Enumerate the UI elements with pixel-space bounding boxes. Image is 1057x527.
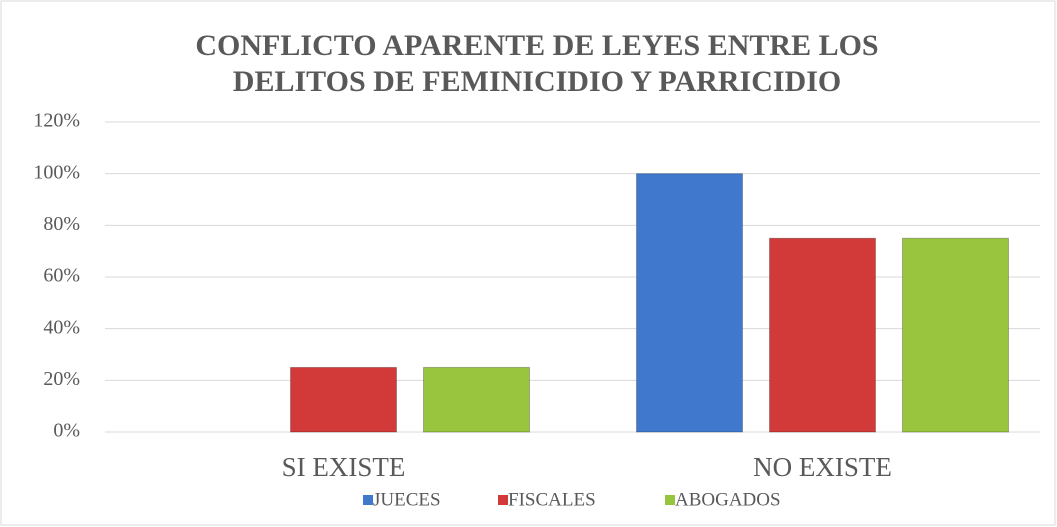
legend-label: JUECES [373,489,441,510]
bar [902,237,1009,433]
y-tick-label: 120% [33,110,80,132]
legend-label: ABOGADOS [675,489,781,510]
chart-title: DELITOS DE FEMINICIDIO Y PARRICIDIO [233,65,841,98]
y-tick-label: 40% [43,316,80,338]
y-tick-label: 0% [53,420,80,442]
y-tick-label: 20% [43,368,80,390]
bar [769,237,876,433]
y-tick-label: 60% [43,265,80,287]
bar [636,173,743,433]
y-tick-label: 80% [43,213,80,235]
legend-swatch [363,495,373,505]
x-tick-label: SI EXISTE [282,452,406,482]
legend-swatch [498,495,508,505]
bar [423,366,530,433]
legend-swatch [665,495,675,505]
chart-title: CONFLICTO APARENTE DE LEYES ENTRE LOS [195,29,878,62]
legend-label: FISCALES [508,489,596,510]
x-tick-label: NO EXISTE [753,452,892,482]
y-tick-label: 100% [33,161,80,183]
bar [290,366,397,433]
